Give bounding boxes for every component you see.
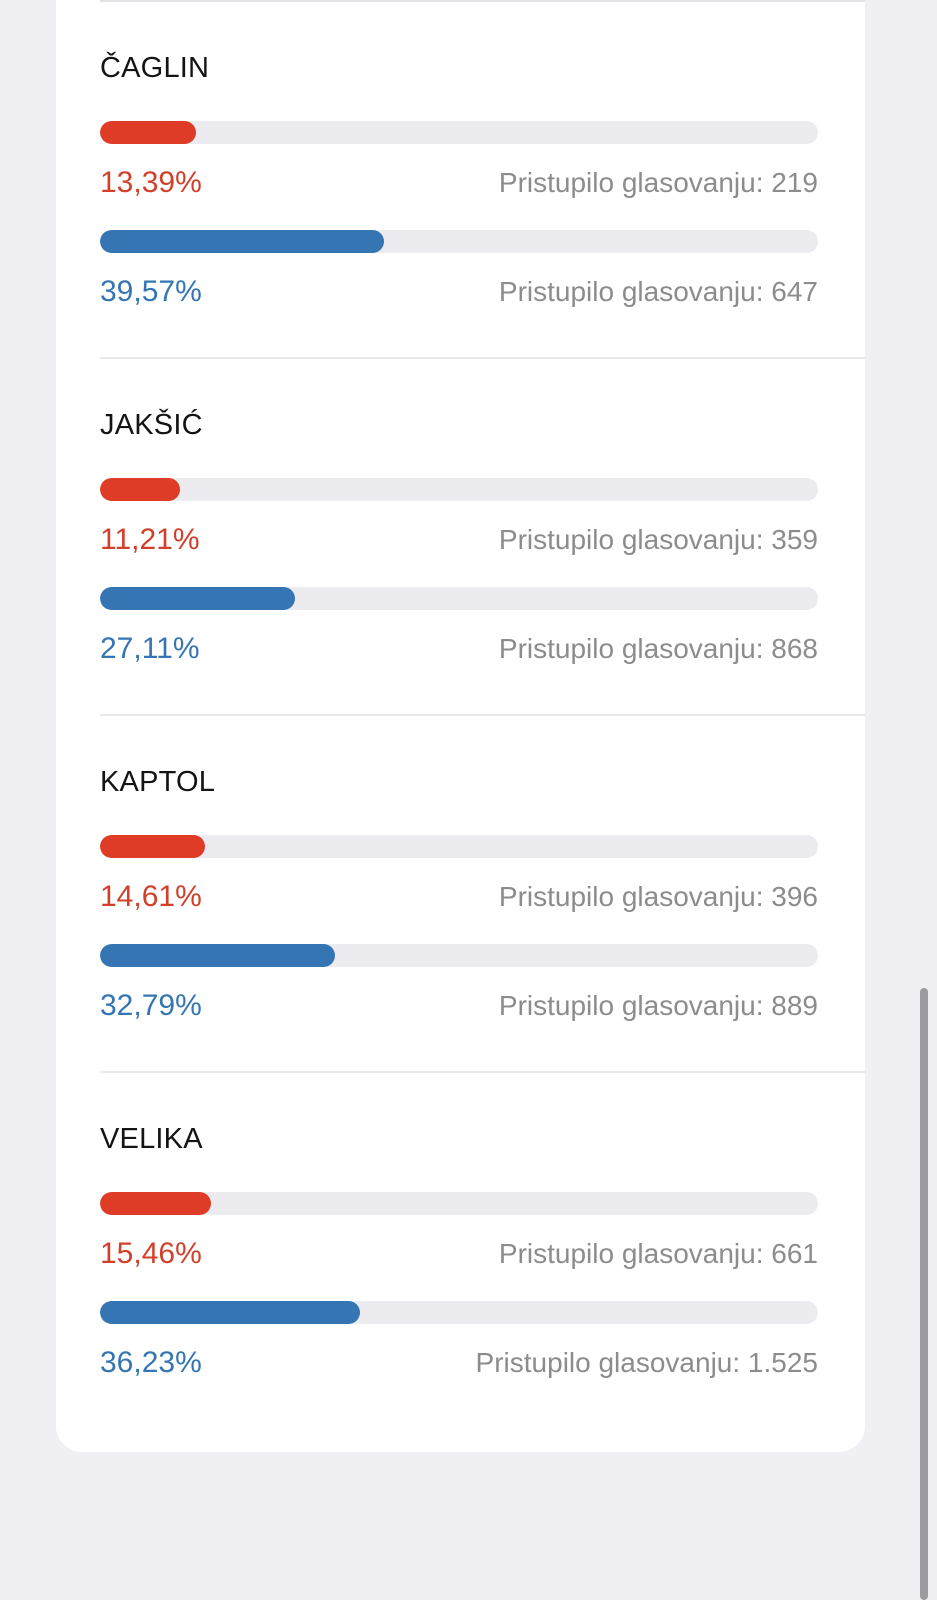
progress-bar-track bbox=[100, 944, 818, 967]
progress-bar-fill-red bbox=[100, 1192, 211, 1215]
turnout-label: Pristupilo glasovanju: 868 bbox=[498, 633, 818, 664]
turnout-label: Pristupilo glasovanju: 1.525 bbox=[475, 1347, 818, 1378]
turnout-label: Pristupilo glasovanju: 889 bbox=[498, 990, 818, 1021]
section-divider bbox=[100, 357, 865, 359]
municipality-name: ČAGLIN bbox=[100, 52, 210, 84]
turnout-label: Pristupilo glasovanju: 396 bbox=[498, 881, 818, 912]
percent-label-red: 15,46% bbox=[100, 1237, 202, 1270]
metric-row: 14,61% Pristupilo glasovanju: 396 bbox=[100, 880, 818, 914]
vertical-scrollbar-track[interactable] bbox=[911, 0, 937, 1600]
progress-bar-fill-blue bbox=[100, 587, 295, 610]
metric-round-one: 11,21% Pristupilo glasovanju: 359 bbox=[100, 478, 818, 557]
percent-label-blue: 32,79% bbox=[100, 989, 202, 1022]
percent-label-blue: 27,11% bbox=[100, 632, 200, 665]
vertical-scrollbar-thumb[interactable] bbox=[920, 988, 928, 1600]
turnout-label: Pristupilo glasovanju: 219 bbox=[498, 167, 818, 198]
progress-bar-fill-red bbox=[100, 478, 181, 501]
percent-label-red: 13,39% bbox=[100, 166, 202, 199]
metric-round-one: 14,61% Pristupilo glasovanju: 396 bbox=[100, 835, 818, 914]
results-card: ČAGLIN 13,39% Pristupilo glasovanju: 219 bbox=[56, 0, 865, 1452]
percent-label-blue: 39,57% bbox=[100, 275, 202, 308]
section-divider bbox=[100, 1071, 865, 1073]
metric-row: 36,23% Pristupilo glasovanju: 1.525 bbox=[100, 1346, 818, 1380]
progress-bar-fill-blue bbox=[100, 1301, 361, 1324]
municipality-name: VELIKA bbox=[100, 1123, 203, 1155]
metric-row: 39,57% Pristupilo glasovanju: 647 bbox=[100, 275, 818, 309]
municipality-name: JAKŠIĆ bbox=[100, 409, 203, 441]
percent-label-blue: 36,23% bbox=[100, 1346, 202, 1379]
turnout-label: Pristupilo glasovanju: 647 bbox=[498, 276, 818, 307]
municipality-block: ČAGLIN 13,39% Pristupilo glasovanju: 219 bbox=[56, 2, 865, 359]
municipality-block: KAPTOL 14,61% Pristupilo glasovanju: 396 bbox=[56, 716, 865, 1073]
metric-round-two: 27,11% Pristupilo glasovanju: 868 bbox=[100, 587, 818, 666]
progress-bar-fill-red bbox=[100, 121, 197, 144]
metric-row: 32,79% Pristupilo glasovanju: 889 bbox=[100, 989, 818, 1023]
card-bottom-padding bbox=[56, 1380, 865, 1452]
metric-row: 15,46% Pristupilo glasovanju: 661 bbox=[100, 1237, 818, 1271]
metric-row: 11,21% Pristupilo glasovanju: 359 bbox=[100, 523, 818, 557]
percent-label-red: 14,61% bbox=[100, 880, 202, 913]
progress-bar-track bbox=[100, 1192, 818, 1215]
metric-row: 13,39% Pristupilo glasovanju: 219 bbox=[100, 166, 818, 200]
progress-bar-fill-red bbox=[100, 835, 205, 858]
progress-bar-fill-blue bbox=[100, 230, 385, 253]
progress-bar-track bbox=[100, 478, 818, 501]
percent-label-red: 11,21% bbox=[100, 523, 200, 556]
turnout-label: Pristupilo glasovanju: 359 bbox=[498, 524, 818, 555]
metric-row: 27,11% Pristupilo glasovanju: 868 bbox=[100, 632, 818, 666]
progress-bar-track bbox=[100, 1301, 818, 1324]
progress-bar-track bbox=[100, 835, 818, 858]
municipality-block: JAKŠIĆ 11,21% Pristupilo glasovanju: 359 bbox=[56, 359, 865, 716]
metric-round-one: 13,39% Pristupilo glasovanju: 219 bbox=[100, 121, 818, 200]
progress-bar-track bbox=[100, 230, 818, 253]
section-divider bbox=[100, 714, 865, 716]
card-top-divider bbox=[100, 0, 865, 2]
metric-round-two: 39,57% Pristupilo glasovanju: 647 bbox=[100, 230, 818, 309]
metric-round-one: 15,46% Pristupilo glasovanju: 661 bbox=[100, 1192, 818, 1271]
municipality-name: KAPTOL bbox=[100, 766, 216, 798]
turnout-label: Pristupilo glasovanju: 661 bbox=[498, 1238, 818, 1269]
municipality-block: VELIKA 15,46% Pristupilo glasovanju: 661 bbox=[56, 1073, 865, 1452]
progress-bar-track bbox=[100, 121, 818, 144]
metric-round-two: 36,23% Pristupilo glasovanju: 1.525 bbox=[100, 1301, 818, 1380]
progress-bar-track bbox=[100, 587, 818, 610]
metric-round-two: 32,79% Pristupilo glasovanju: 889 bbox=[100, 944, 818, 1023]
progress-bar-fill-blue bbox=[100, 944, 336, 967]
